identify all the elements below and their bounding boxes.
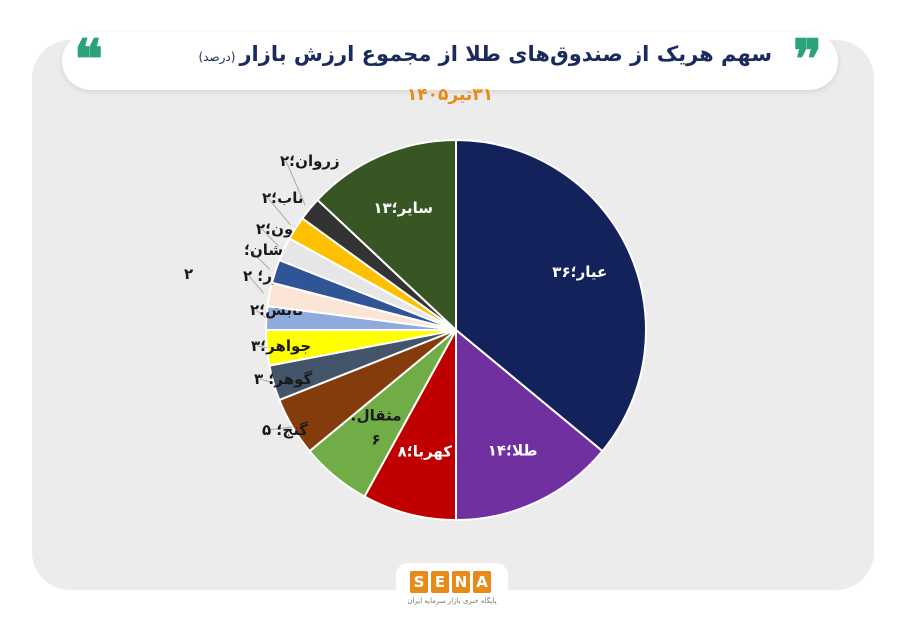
- slice-label: کهربا؛۸: [398, 442, 453, 460]
- leader-line: [285, 160, 306, 206]
- quote-close-icon: ❝: [74, 27, 104, 91]
- pie-slice: [363, 329, 457, 522]
- leader-line: [256, 345, 267, 349]
- chart-date: ۳۱تیر۱۴۰۵: [406, 85, 494, 105]
- leader-line: [267, 197, 292, 226]
- logo-tagline: پایگاه خبری بازار سرمایه ایران: [407, 597, 497, 605]
- slice-label: مثقال؛ ۶: [351, 407, 402, 449]
- leader-line: [267, 426, 293, 431]
- logo-letter: A: [473, 571, 491, 593]
- leader-line: [261, 228, 280, 248]
- leader-line: [249, 249, 271, 270]
- slice-label: زر؛ ۲: [243, 267, 281, 285]
- slice-label: ناب؛۲: [262, 189, 304, 207]
- pie-slice: [455, 327, 604, 522]
- pie-slice: [455, 138, 647, 453]
- slice-label: جواهر؛۳: [251, 337, 311, 355]
- slice-label: عیار؛۳۶: [552, 263, 607, 281]
- logo-letter: N: [452, 571, 470, 593]
- slice-label: طلا؛۱۴: [488, 441, 538, 459]
- leader-line: [248, 275, 265, 294]
- slice-label: گنج؛ ۵: [262, 421, 308, 439]
- slice-label: زروان؛۲: [280, 152, 340, 170]
- leader-line: [255, 309, 267, 319]
- chart-title: سهم هریک از صندوق‌های طلا از مجموع ارزش …: [182, 42, 772, 66]
- logo-letter: S: [410, 571, 428, 593]
- title-text: سهم هریک از صندوق‌های طلا از مجموع ارزش …: [239, 42, 772, 66]
- quote-open-icon: ❞: [792, 27, 822, 91]
- pie-slice: [316, 138, 457, 333]
- title-banner: ❞ سهم هریک از صندوق‌های طلا از مجموع ارز…: [62, 32, 838, 90]
- leader-line: [259, 378, 274, 384]
- title-note: (درصد): [198, 50, 236, 64]
- logo-letter: E: [431, 571, 449, 593]
- slice-label: سایر؛۱۳: [373, 199, 433, 217]
- slice-label: گوهر؛ ۳: [254, 370, 313, 388]
